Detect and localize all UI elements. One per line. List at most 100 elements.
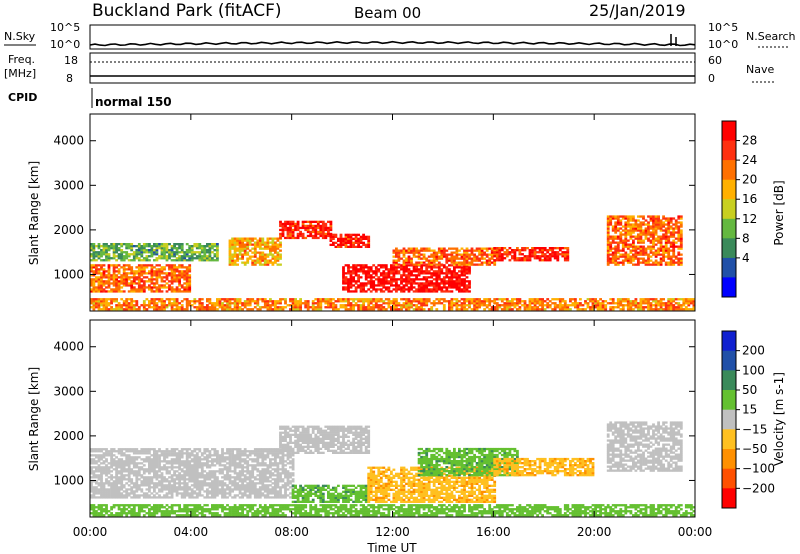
heatmap-cell (137, 272, 141, 275)
heatmap-cell (284, 220, 287, 223)
heatmap-cell (180, 276, 184, 279)
heatmap-cell (137, 245, 141, 248)
heatmap-cell (342, 288, 345, 291)
heatmap-cell (158, 272, 161, 275)
heatmap-cell (395, 251, 398, 254)
heatmap-cell (634, 237, 638, 240)
heatmap-cell (415, 268, 418, 271)
heatmap-cell (382, 284, 386, 287)
heatmap-cell (473, 255, 476, 258)
heatmap-cell (309, 226, 313, 230)
heatmap-cell (190, 251, 194, 254)
heatmap-cell (420, 298, 423, 301)
heatmap-cell (347, 290, 350, 293)
heatmap-cell (90, 488, 93, 491)
heatmap-cell (332, 308, 335, 311)
heatmap-cell (238, 245, 242, 248)
heatmap-cell (427, 249, 431, 252)
heatmap-cell (435, 274, 439, 277)
heatmap-cell (185, 300, 189, 303)
heatmap-cell (349, 514, 353, 517)
heatmap-cell (213, 514, 217, 517)
heatmap-cell (644, 514, 648, 517)
heatmap-cell (90, 259, 93, 262)
heatmap-cell (548, 304, 552, 307)
heatmap-cell (316, 512, 320, 515)
heatmap-cell (314, 302, 318, 305)
heatmap-cell (629, 223, 633, 226)
heatmap-cell (271, 239, 275, 242)
freq-label-1: Freq. (8, 53, 35, 66)
heatmap-cell (316, 308, 320, 311)
heatmap-cell (251, 237, 255, 240)
heatmap-cell (170, 264, 174, 267)
heatmap-cell (276, 255, 280, 258)
heatmap-cell (213, 259, 217, 262)
heatmap-cell (127, 290, 131, 293)
heatmap-cell (395, 278, 398, 281)
heatmap-cell (528, 251, 532, 254)
heatmap-cell (170, 253, 174, 256)
heatmap-cell (463, 510, 466, 513)
heatmap-cell (153, 253, 156, 256)
heatmap-cell (639, 510, 643, 513)
heatmap-cell (231, 506, 234, 509)
heatmap-cell (392, 508, 396, 511)
heatmap-cell (442, 255, 446, 258)
heatmap-cell (581, 510, 585, 513)
heatmap-cell (284, 224, 287, 228)
heatmap-cell (430, 510, 434, 513)
heatmap-cell (621, 300, 625, 303)
heatmap-cell (148, 259, 151, 262)
heatmap-cell (198, 506, 202, 509)
heatmap-cell (362, 514, 365, 517)
heatmap-cell (518, 259, 522, 262)
heatmap-cell (692, 304, 696, 307)
heatmap-cell (422, 282, 426, 285)
heatmap-cell (352, 510, 355, 513)
heatmap-cell (289, 224, 292, 228)
heatmap-cell (667, 237, 671, 240)
heatmap-cell (682, 304, 686, 307)
heatmap-cell (342, 514, 345, 517)
heatmap-cell (279, 234, 282, 238)
heatmap-cell (543, 247, 547, 250)
heatmap-cell (203, 504, 207, 507)
heatmap-cell (440, 302, 444, 305)
heatmap-cell (606, 257, 610, 260)
heatmap-cell (327, 304, 330, 307)
heatmap-cell (125, 276, 129, 279)
heatmap-cell (155, 253, 159, 256)
heatmap-cell (526, 259, 529, 262)
heatmap-cell (659, 241, 663, 244)
heatmap-cell (571, 512, 575, 515)
heatmap-cell (173, 251, 176, 254)
heatmap-cell (95, 290, 98, 293)
heatmap-cell (495, 510, 499, 513)
heatmap-cell (160, 251, 164, 254)
heatmap-cell (339, 233, 343, 236)
heatmap-cell (614, 223, 618, 226)
heatmap-cell (185, 298, 189, 301)
heatmap-cell (551, 308, 555, 311)
heatmap-cell (448, 257, 451, 260)
heatmap-cell (296, 304, 300, 307)
heatmap-cell (248, 308, 252, 311)
heatmap-cell (669, 304, 673, 307)
heatmap-cell (624, 239, 628, 242)
heatmap-cell (342, 508, 345, 511)
heatmap-cell (228, 506, 232, 509)
heatmap-cell (606, 223, 610, 226)
heatmap-cell (430, 284, 434, 287)
heatmap-cell (90, 458, 93, 461)
heatmap-cell (359, 282, 363, 285)
heatmap-cell (422, 272, 426, 275)
heatmap-cell (642, 221, 645, 224)
heatmap-cell (566, 506, 570, 509)
heatmap-cell (367, 276, 371, 279)
heatmap-cell (110, 290, 113, 293)
heatmap-cell (511, 298, 514, 301)
heatmap-cell (448, 510, 451, 513)
heatmap-cell (319, 220, 323, 223)
heatmap-cell (188, 304, 192, 307)
